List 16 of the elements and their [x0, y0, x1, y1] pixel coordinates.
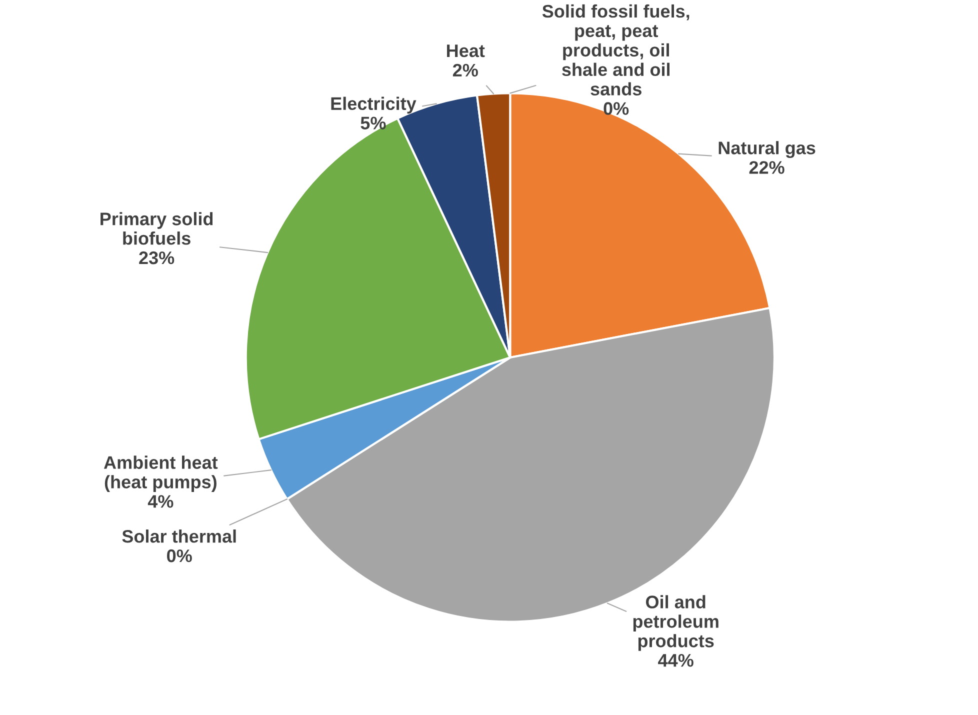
slice-label: Oil and petroleum products — [633, 595, 718, 651]
slice-label: Ambient heat (heat pumps) — [104, 456, 218, 492]
data-label: 22% — [749, 161, 784, 174]
category-label: Solar thermal — [122, 530, 236, 543]
slice-label: Electricity — [331, 96, 416, 114]
data-label: 23% — [139, 251, 174, 264]
data-label: 5% — [360, 116, 386, 130]
category-label: Solid fossil fuels, peat, peat products, oil shale and oil sands — [542, 4, 690, 96]
text: 0% — [167, 549, 192, 562]
text: 0% — [604, 102, 629, 115]
data-label: 44% — [658, 654, 694, 667]
data-label: 4% — [148, 495, 174, 508]
slice-label: Natural gas — [718, 141, 816, 158]
data-label: 2% — [452, 64, 478, 77]
slice-label: Heat — [447, 44, 485, 58]
slice-label: Primary solid biofuels — [100, 212, 213, 245]
